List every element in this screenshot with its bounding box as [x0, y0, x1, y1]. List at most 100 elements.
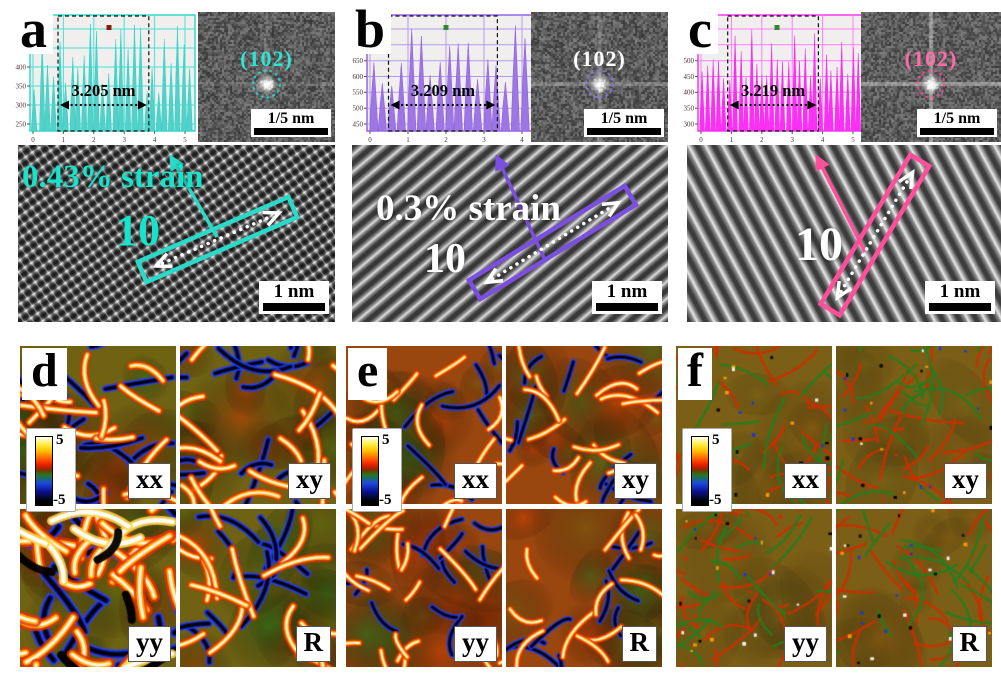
svg-text:1: 1 [62, 136, 66, 144]
intensity-profile-a: 5004504003503002500123453.205 nm [6, 12, 198, 154]
colorbar-min: -5 [709, 492, 722, 508]
panel-label-e: e [348, 347, 388, 400]
panel-b: 750700650600550500450012343.209 nm b (10… [335, 0, 668, 330]
dotted-profile-line [839, 176, 911, 294]
fft-scalebar-bar [920, 128, 994, 135]
hrtem-image-b: 0.3% strain 10 1 nm [352, 145, 668, 322]
strain-component-label: xy [288, 463, 331, 499]
svg-text:1: 1 [730, 136, 734, 144]
colorbar-gradient [35, 436, 53, 506]
svg-text:1: 1 [406, 136, 410, 144]
image-scalebar-label: 1 nm [606, 281, 648, 302]
fft-scalebar: 1/5 nm [251, 109, 331, 137]
fft-scalebar-bar [587, 128, 661, 135]
svg-text:3: 3 [122, 136, 126, 144]
svg-text:2: 2 [92, 136, 96, 144]
fft-scalebar-label: 1/5 nm [933, 110, 981, 127]
svg-text:350: 350 [16, 82, 27, 90]
strain-component-label: xy [944, 463, 987, 499]
strain-map-xy: xy [506, 346, 662, 504]
strain-map-yy: yy [346, 509, 502, 667]
profile-line-box [134, 194, 301, 285]
annotation-overlay [465, 154, 640, 303]
intensity-profile-chart: 6005505004504003503000123453.219 nm [684, 14, 864, 144]
strain-map-yy: yy [676, 509, 832, 667]
colorbar-min: -5 [53, 492, 66, 508]
svg-text:0: 0 [31, 136, 35, 144]
strain-component-label: yy [784, 626, 827, 662]
panel-label-c: c [682, 2, 718, 56]
svg-text:2: 2 [760, 136, 764, 144]
arrowhead [483, 267, 504, 285]
image-scalebar-bar [596, 303, 658, 311]
arrowhead [152, 252, 173, 269]
arrowhead [897, 168, 915, 190]
fft-reflection-label: (102) [240, 46, 293, 71]
panel-e: xx xy yy R e 5 -5 [346, 338, 662, 670]
strain-component-label: yy [128, 626, 171, 662]
fft-scalebar: 1/5 nm [584, 109, 664, 137]
fft-inset-b: (102) 1/5 nm [531, 12, 668, 142]
image-scalebar-label: 1 nm [273, 281, 315, 302]
colorbar: 5 -5 [352, 428, 402, 512]
svg-text:4: 4 [520, 136, 524, 144]
svg-text:450: 450 [353, 120, 364, 128]
fft-inset-a: (102) 1/5 nm [198, 12, 335, 142]
svg-text:300: 300 [684, 120, 695, 128]
svg-text:550: 550 [353, 89, 364, 97]
strain-map-xy: xy [180, 346, 336, 504]
svg-text:5: 5 [183, 136, 187, 144]
colorbar-max: 5 [712, 432, 720, 448]
svg-text:400: 400 [684, 89, 695, 97]
hrtem-image-c: 10 1 nm [687, 145, 1001, 322]
image-scalebar-label: 1 nm [939, 281, 981, 302]
image-scalebar-bar [929, 303, 991, 311]
svg-text:3: 3 [482, 136, 486, 144]
panel-label-a: a [14, 2, 53, 56]
strain-label: 0.43% strain [22, 159, 204, 195]
svg-text:450: 450 [684, 73, 695, 81]
colorbar-gradient [691, 436, 709, 506]
profile-number-label: 10 [424, 236, 466, 282]
panel-f: xx xy yy R f 5 -5 [676, 338, 992, 670]
svg-text:2: 2 [444, 136, 448, 144]
hrtem-image-a: 0.43% strain 10 1 nm [18, 145, 335, 322]
fft-reflection-label: (102) [904, 46, 958, 71]
image-scalebar: 1 nm [592, 281, 662, 314]
strain-map-rotation: R [506, 509, 662, 667]
fft-scalebar-label: 1/5 nm [267, 110, 315, 127]
svg-text:4: 4 [153, 136, 157, 144]
svg-text:600: 600 [353, 73, 364, 81]
svg-text:650: 650 [353, 57, 364, 65]
dotted-profile-line [490, 204, 615, 281]
panel-label-f: f [678, 347, 712, 400]
strain-component-label: xy [614, 463, 657, 499]
image-scalebar-bar [263, 303, 325, 311]
panel-d: xx xy yy R d 5 -5 [20, 338, 336, 670]
svg-text:3: 3 [790, 136, 794, 144]
svg-text:500: 500 [684, 57, 695, 65]
image-scalebar: 1 nm [259, 281, 329, 314]
fft-inset-c: (102) 1/5 nm [861, 12, 1001, 142]
colorbar-gradient [361, 436, 379, 506]
svg-text:500: 500 [353, 105, 364, 113]
profile-direction-arrow [815, 154, 867, 253]
profile-line-box [465, 182, 640, 303]
strain-map-yy: yy [20, 509, 176, 667]
panel-a: 5004504003503002500123453.205 nm a (102)… [0, 0, 335, 330]
annotation-overlay [815, 151, 933, 319]
intensity-profile-chart: 5004504003503002500123453.205 nm [16, 14, 196, 144]
profile-direction-arrow [169, 154, 219, 238]
fft-reflection-label: (102) [573, 46, 626, 71]
panel-label-b: b [349, 2, 392, 56]
svg-text:4: 4 [821, 136, 825, 144]
svg-text:3.219 nm: 3.219 nm [741, 81, 805, 100]
strain-component-label: xx [128, 463, 171, 499]
colorbar: 5 -5 [26, 428, 76, 512]
colorbar-max: 5 [56, 432, 64, 448]
strain-component-label: R [621, 626, 657, 662]
fft-scalebar-label: 1/5 nm [600, 110, 648, 127]
colorbar-max: 5 [382, 432, 390, 448]
colorbar: 5 -5 [682, 428, 732, 512]
